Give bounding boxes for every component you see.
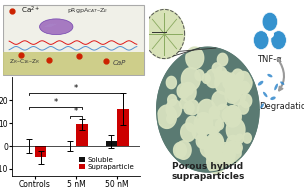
Legend: Soluble, Supraparticle: Soluble, Supraparticle <box>77 155 136 172</box>
Polygon shape <box>203 123 212 134</box>
Polygon shape <box>234 71 252 93</box>
Polygon shape <box>166 76 176 89</box>
Polygon shape <box>222 109 233 121</box>
Ellipse shape <box>254 31 269 50</box>
Polygon shape <box>197 99 216 122</box>
Polygon shape <box>205 143 220 162</box>
Polygon shape <box>181 123 196 141</box>
Polygon shape <box>195 70 204 81</box>
Polygon shape <box>177 84 189 98</box>
Polygon shape <box>224 106 241 127</box>
Polygon shape <box>168 94 177 105</box>
Polygon shape <box>186 47 204 69</box>
Polygon shape <box>196 134 208 148</box>
Polygon shape <box>166 100 181 118</box>
Ellipse shape <box>262 12 278 31</box>
Ellipse shape <box>270 97 276 100</box>
Polygon shape <box>226 106 240 123</box>
Polygon shape <box>227 85 238 99</box>
Polygon shape <box>225 87 239 103</box>
FancyBboxPatch shape <box>3 52 144 75</box>
Polygon shape <box>212 63 221 74</box>
Polygon shape <box>167 114 174 123</box>
Polygon shape <box>216 143 235 166</box>
Ellipse shape <box>40 19 73 35</box>
Polygon shape <box>238 101 249 114</box>
Polygon shape <box>174 143 186 158</box>
Polygon shape <box>225 78 237 93</box>
Polygon shape <box>181 68 200 91</box>
Text: CaP: CaP <box>112 60 126 66</box>
Polygon shape <box>232 69 244 83</box>
Ellipse shape <box>274 84 278 90</box>
Polygon shape <box>209 106 219 119</box>
Bar <box>117 109 129 146</box>
Polygon shape <box>204 113 221 134</box>
Polygon shape <box>215 67 227 82</box>
Ellipse shape <box>258 81 263 86</box>
Polygon shape <box>240 81 250 94</box>
Polygon shape <box>209 127 217 136</box>
Polygon shape <box>207 132 223 153</box>
Polygon shape <box>200 138 216 157</box>
Polygon shape <box>185 84 193 95</box>
Polygon shape <box>217 53 228 66</box>
Ellipse shape <box>263 92 268 97</box>
Polygon shape <box>199 136 209 149</box>
Polygon shape <box>186 116 199 132</box>
Text: TNF-α: TNF-α <box>257 55 282 64</box>
Polygon shape <box>226 82 241 101</box>
Polygon shape <box>187 100 199 115</box>
Text: *: * <box>53 98 57 107</box>
Polygon shape <box>206 69 220 88</box>
Polygon shape <box>227 136 239 151</box>
Text: pRgpA$_{CAT}$–Z$_E$: pRgpA$_{CAT}$–Z$_E$ <box>67 6 109 15</box>
Polygon shape <box>179 99 187 108</box>
Polygon shape <box>223 142 241 164</box>
Ellipse shape <box>260 103 264 108</box>
Bar <box>106 142 117 146</box>
Polygon shape <box>198 116 208 129</box>
Polygon shape <box>207 151 226 173</box>
Text: Porous hybrid
supraparticles: Porous hybrid supraparticles <box>171 162 244 181</box>
Polygon shape <box>243 133 251 143</box>
Ellipse shape <box>267 74 272 77</box>
Polygon shape <box>240 94 252 108</box>
FancyBboxPatch shape <box>3 5 144 75</box>
Bar <box>35 146 46 157</box>
Polygon shape <box>194 113 212 135</box>
Polygon shape <box>157 105 176 128</box>
Polygon shape <box>144 9 185 59</box>
Polygon shape <box>180 82 196 102</box>
Text: Ca$^{2+}$: Ca$^{2+}$ <box>21 5 41 16</box>
Polygon shape <box>223 78 231 88</box>
Polygon shape <box>216 120 223 130</box>
Polygon shape <box>226 118 245 141</box>
Polygon shape <box>202 74 210 83</box>
Text: Degradation: Degradation <box>259 102 304 111</box>
Polygon shape <box>212 91 227 109</box>
Polygon shape <box>216 104 230 121</box>
Polygon shape <box>223 108 232 119</box>
Polygon shape <box>157 47 259 172</box>
Polygon shape <box>227 73 236 83</box>
Polygon shape <box>233 81 243 94</box>
Text: Z$_R$–C$_{16}$–Z$_R$: Z$_R$–C$_{16}$–Z$_R$ <box>9 57 40 66</box>
Polygon shape <box>205 144 212 153</box>
Ellipse shape <box>271 31 286 50</box>
Polygon shape <box>233 142 242 153</box>
Ellipse shape <box>280 81 284 85</box>
Polygon shape <box>206 134 224 156</box>
Text: *: * <box>74 107 78 116</box>
Polygon shape <box>192 124 205 139</box>
Polygon shape <box>176 141 191 159</box>
Polygon shape <box>229 85 246 105</box>
Polygon shape <box>236 134 244 143</box>
Polygon shape <box>184 102 194 114</box>
Polygon shape <box>215 71 234 94</box>
Bar <box>76 124 88 146</box>
Text: *: * <box>74 84 78 93</box>
